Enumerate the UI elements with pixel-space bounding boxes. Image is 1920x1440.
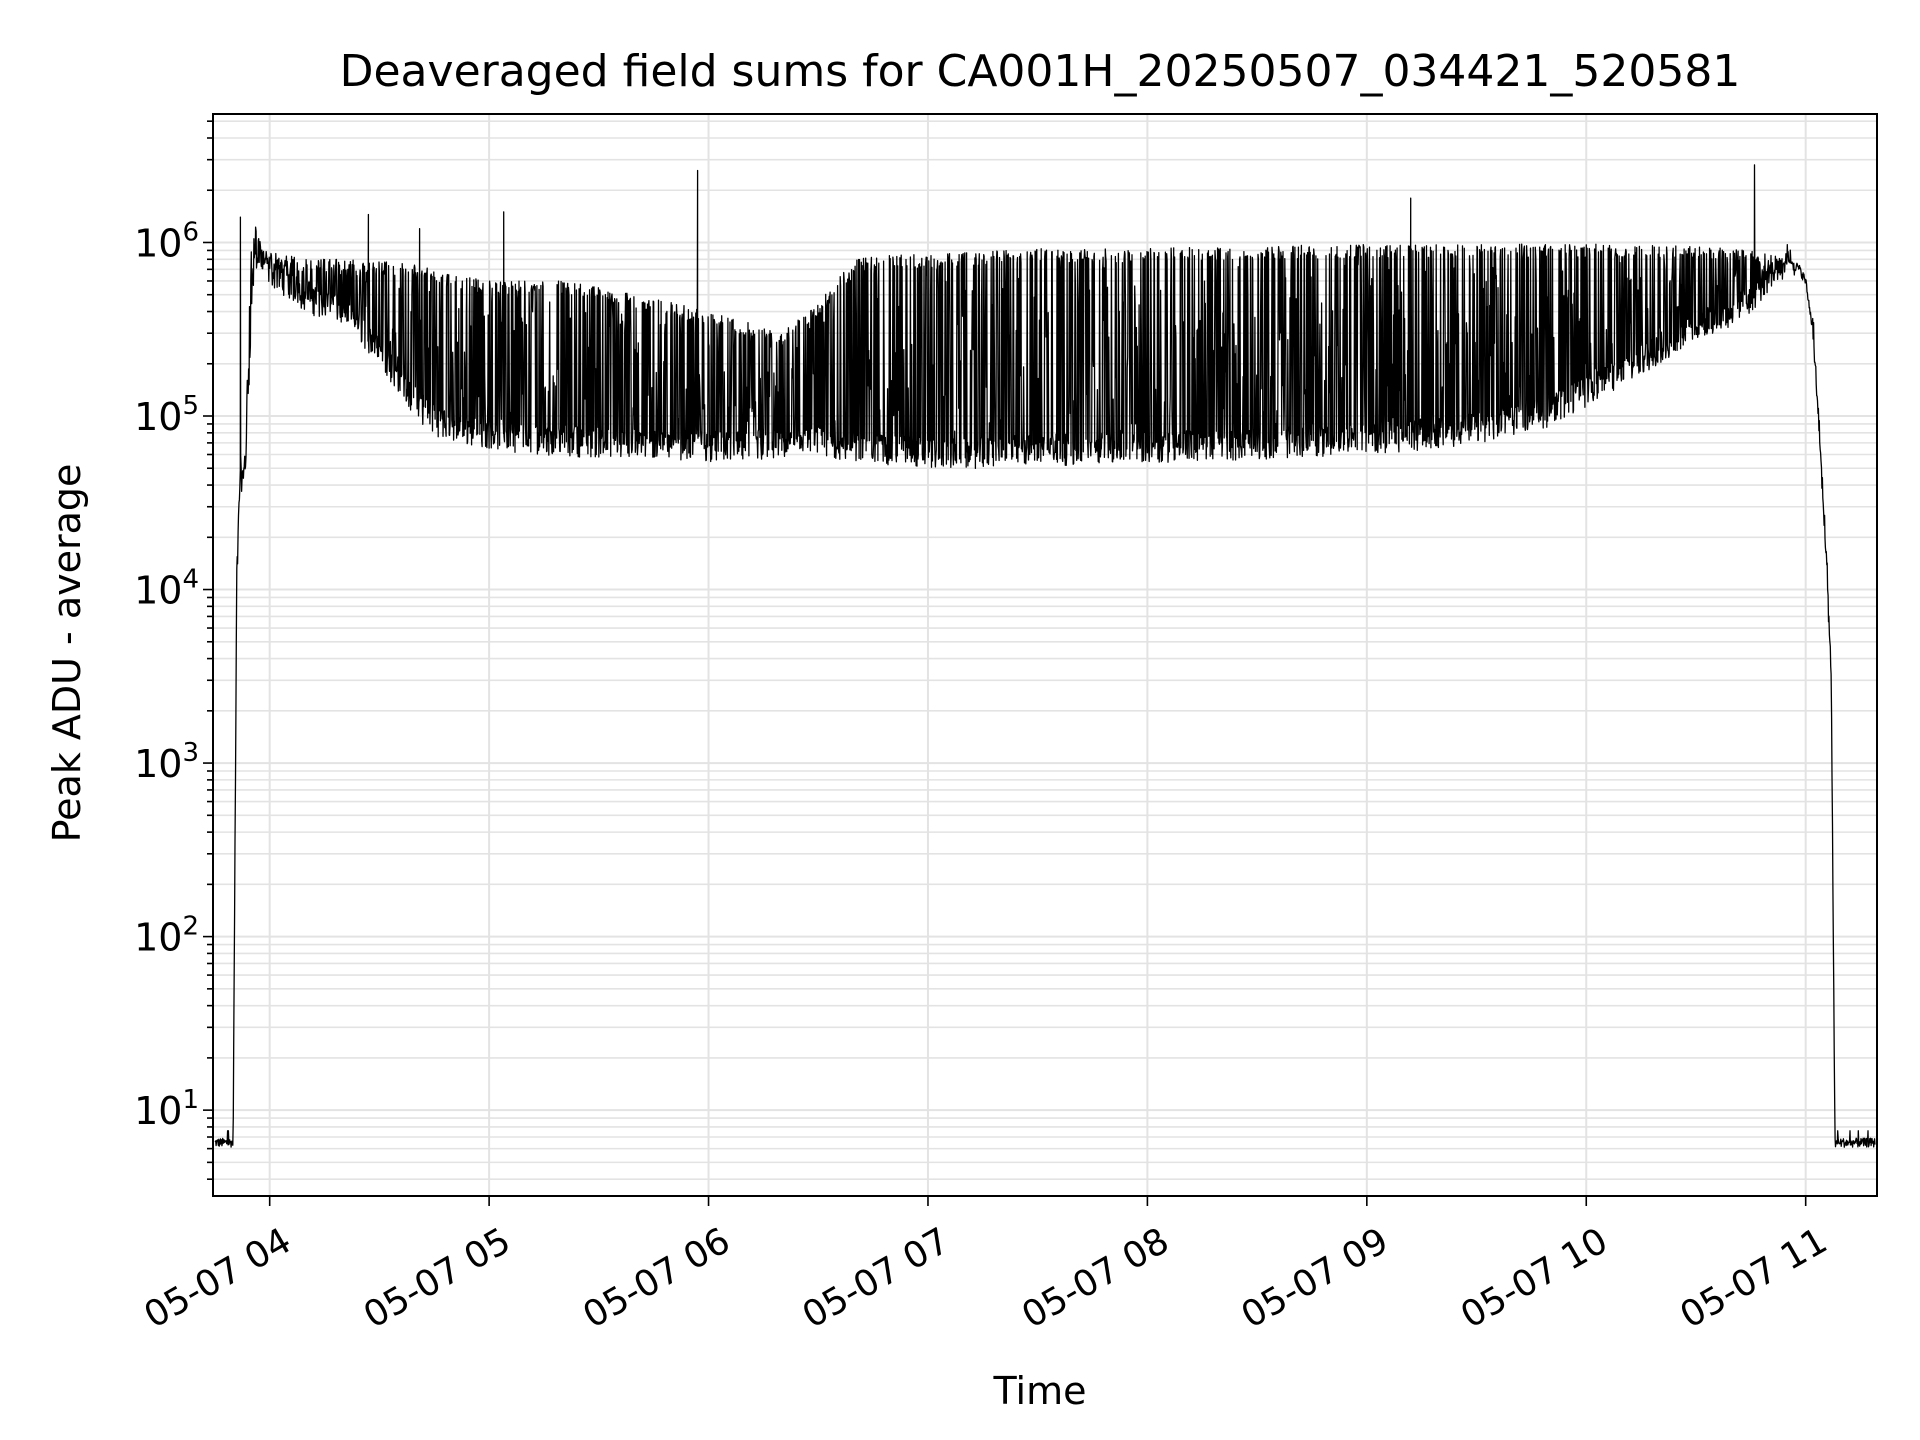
data-line-series [214, 164, 1876, 1148]
data-line [214, 164, 1876, 1148]
y-tick-label: 104 [134, 565, 199, 613]
y-tick-label: 105 [134, 391, 199, 439]
y-tick-label: 102 [134, 912, 199, 960]
y-tick-label: 106 [134, 217, 199, 265]
axes-frame [212, 113, 1878, 1197]
y-tick-label: 101 [134, 1085, 199, 1133]
chart-title: Deaveraged field sums for CA001H_2025050… [340, 46, 1741, 97]
x-axis-label: Time [993, 1369, 1087, 1413]
y-tick-label: 103 [134, 738, 199, 786]
y-axis-label: Peak ADU - average [45, 464, 89, 843]
